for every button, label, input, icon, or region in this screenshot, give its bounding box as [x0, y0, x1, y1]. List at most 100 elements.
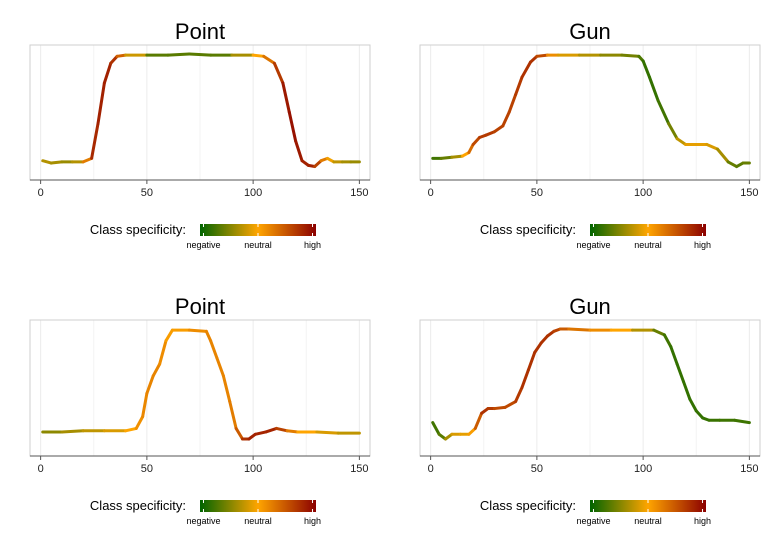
- line-segment: [187, 52, 213, 57]
- x-tick-label: 50: [141, 463, 153, 475]
- line-segment: [471, 136, 481, 146]
- line-segment: [652, 328, 666, 337]
- line-segment: [90, 122, 100, 160]
- line-segment: [109, 54, 119, 65]
- line-segment: [682, 380, 692, 401]
- line-segment: [669, 345, 679, 366]
- line-segment: [726, 160, 739, 169]
- legend-label: Class specificity:: [480, 498, 576, 513]
- line-segment: [134, 415, 145, 430]
- x-tick-label: 100: [634, 187, 652, 199]
- chart-panel: Gun 0 50 100 150 Class specificity:negative ne…: [419, 19, 761, 250]
- legend-tick-label: neutral: [634, 516, 662, 526]
- line-segment: [272, 61, 285, 85]
- line-segment: [145, 374, 155, 395]
- line-segment: [141, 391, 149, 419]
- line-segment: [520, 368, 530, 389]
- series-line: [431, 53, 751, 169]
- line-segment: [124, 426, 138, 433]
- legend: Class specificity:negative neutral high: [90, 498, 321, 526]
- series-line: [431, 327, 751, 441]
- x-tick-label: 50: [141, 187, 153, 199]
- chart-title: Gun: [569, 294, 611, 319]
- line-segment: [275, 426, 289, 433]
- line-segment: [287, 110, 298, 143]
- line-segment: [501, 110, 511, 128]
- x-tick-label: 50: [531, 187, 543, 199]
- line-segment: [187, 328, 208, 333]
- legend-tick-label: negative: [576, 240, 610, 250]
- legend: Class specificity:negative neutral high: [480, 498, 711, 526]
- line-segment: [281, 81, 291, 114]
- line-segment: [705, 142, 719, 151]
- x-tick-label: 0: [428, 187, 434, 199]
- x-tick-label: 0: [38, 187, 44, 199]
- legend-tick-label: high: [694, 516, 711, 526]
- line-segment: [535, 53, 549, 58]
- line-segment: [514, 386, 524, 404]
- chart-panel: Point 0 50 100 150 Class specificity:negative…: [29, 294, 371, 526]
- legend-tick-label: neutral: [244, 240, 272, 250]
- line-segment: [251, 53, 266, 58]
- legend-colorbar: [590, 500, 706, 512]
- x-tick-label: 50: [531, 463, 543, 475]
- line-segment: [166, 52, 191, 57]
- line-segment: [60, 429, 85, 434]
- line-segment: [520, 60, 532, 79]
- line-segment: [315, 430, 340, 435]
- legend-tick-label: neutral: [634, 240, 662, 250]
- line-segment: [667, 122, 679, 141]
- line-segment: [648, 75, 660, 102]
- line-segment: [204, 329, 213, 343]
- line-segment: [215, 356, 225, 378]
- x-tick-label: 100: [244, 463, 262, 475]
- series-line: [41, 328, 361, 441]
- line-segment: [492, 124, 505, 134]
- line-segment: [431, 421, 441, 436]
- line-segment: [96, 81, 106, 126]
- x-tick-label: 100: [634, 463, 652, 475]
- line-segment: [620, 53, 641, 58]
- x-tick-label: 0: [38, 463, 44, 475]
- chart-title: Point: [175, 19, 225, 44]
- line-segment: [228, 400, 238, 430]
- line-segment: [641, 59, 651, 79]
- line-segment: [688, 397, 698, 413]
- legend-colorbar: [200, 500, 316, 512]
- line-segment: [450, 154, 464, 159]
- line-segment: [675, 362, 685, 384]
- line-segment: [694, 409, 705, 420]
- chart-panel: Gun 0 50 100 150 Class specificity:negative ne…: [419, 294, 761, 526]
- chart-title: Point: [175, 294, 225, 319]
- legend-tick-label: high: [304, 240, 321, 250]
- x-tick-label: 150: [350, 187, 368, 199]
- line-segment: [49, 160, 64, 165]
- legend: Class specificity:negative neutral high: [90, 222, 321, 250]
- line-segment: [492, 405, 507, 411]
- x-tick-label: 0: [428, 463, 434, 475]
- line-segment: [158, 339, 168, 366]
- line-segment: [662, 333, 673, 349]
- legend-tick-label: neutral: [244, 516, 272, 526]
- legend-label: Class specificity:: [90, 498, 186, 513]
- legend-tick-label: negative: [186, 240, 220, 250]
- line-segment: [503, 400, 518, 409]
- series-line: [41, 52, 361, 169]
- line-segment: [221, 374, 232, 404]
- legend-colorbar: [200, 224, 316, 236]
- x-tick-label: 150: [350, 463, 368, 475]
- legend-colorbar: [590, 224, 706, 236]
- legend-label: Class specificity:: [480, 222, 576, 237]
- line-segment: [526, 350, 537, 372]
- line-segment: [675, 137, 688, 146]
- legend-label: Class specificity:: [90, 222, 186, 237]
- line-segment: [81, 156, 94, 164]
- chart-title: Gun: [569, 19, 611, 44]
- line-segment: [285, 429, 300, 434]
- line-segment: [484, 130, 496, 137]
- line-segment: [733, 418, 751, 425]
- line-segment: [253, 430, 268, 436]
- line-segment: [439, 155, 454, 160]
- line-segment: [294, 139, 304, 163]
